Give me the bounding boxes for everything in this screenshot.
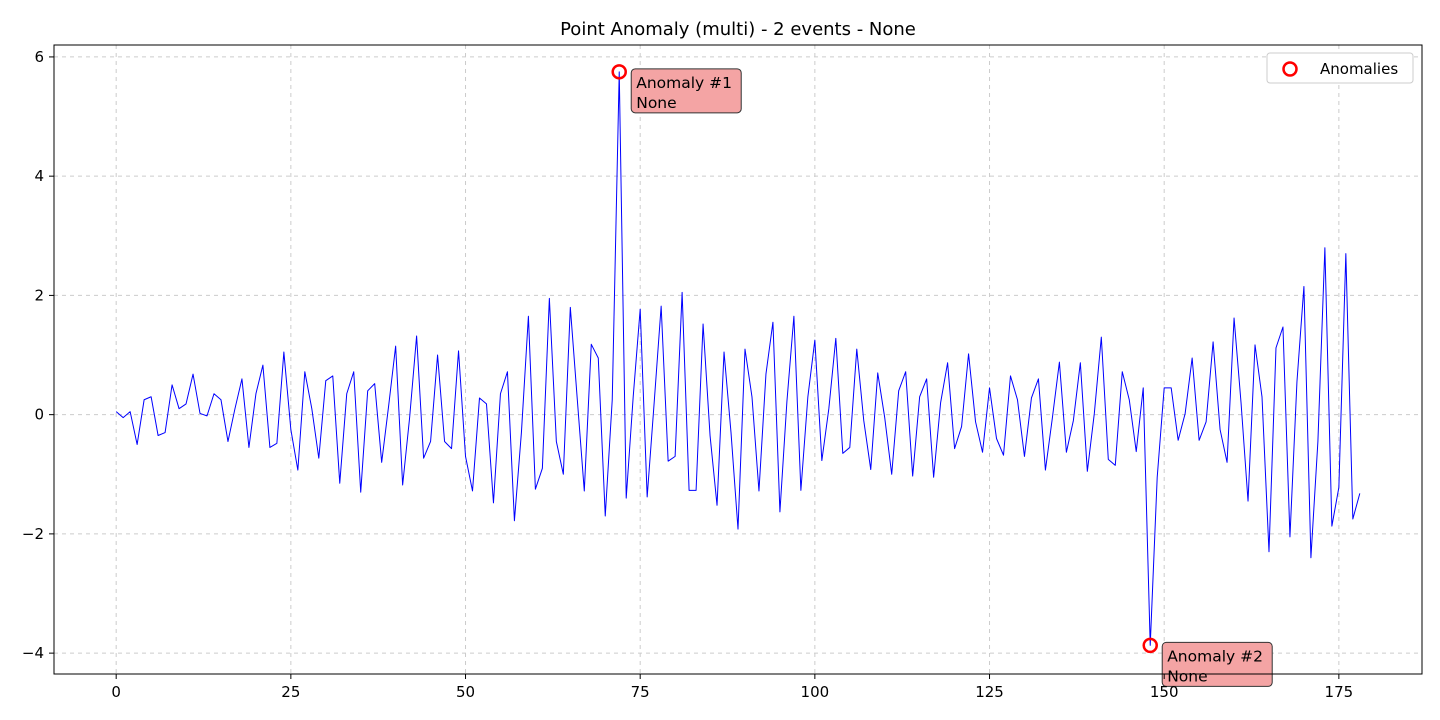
x-tick-label: 100 — [801, 683, 830, 701]
legend: Anomalies — [1266, 52, 1414, 84]
x-tick-label: 150 — [1150, 683, 1179, 701]
plot-frame — [53, 44, 1423, 675]
chart-title: Point Anomaly (multi) - 2 events - None — [560, 19, 916, 40]
y-tick-label: 2 — [34, 286, 44, 304]
anomaly-marker — [611, 64, 627, 80]
legend-marker-icon — [1282, 61, 1298, 77]
anomaly-label-title: Anomaly #2 — [1167, 647, 1263, 665]
y-tick-label: 4 — [34, 167, 44, 185]
x-tick-label: 125 — [975, 683, 1004, 701]
series-line — [115, 71, 1361, 646]
anomaly-label-box — [630, 68, 742, 114]
x-axis: 0 25 50 75 100 125 150 175 — [111, 674, 1353, 701]
anomaly-marker — [1142, 637, 1158, 654]
x-tick-label: 75 — [631, 683, 650, 701]
y-tick-label: 6 — [34, 48, 44, 66]
y-axis: −4 −2 0 2 4 6 — [22, 48, 54, 662]
anomaly-label-title: Anomaly #1 — [636, 74, 732, 92]
y-tick-label: −4 — [22, 644, 44, 662]
anomaly-label-box — [1161, 641, 1273, 687]
x-tick-label: 25 — [281, 683, 300, 701]
x-tick-label: 0 — [111, 683, 121, 701]
series-line-group — [115, 71, 1361, 646]
y-tick-label: −2 — [22, 525, 44, 543]
anomaly-group: Anomaly #1 None Anomaly #2 None — [611, 64, 1273, 687]
anomaly-label-detail: None — [1167, 667, 1207, 685]
y-tick-label: 0 — [34, 406, 44, 424]
grid — [54, 45, 1422, 674]
legend-box — [1266, 52, 1414, 84]
x-tick-label: 175 — [1325, 683, 1354, 701]
legend-label: Anomalies — [1320, 60, 1398, 78]
x-tick-label: 50 — [456, 683, 475, 701]
anomaly-label-detail: None — [636, 94, 676, 112]
